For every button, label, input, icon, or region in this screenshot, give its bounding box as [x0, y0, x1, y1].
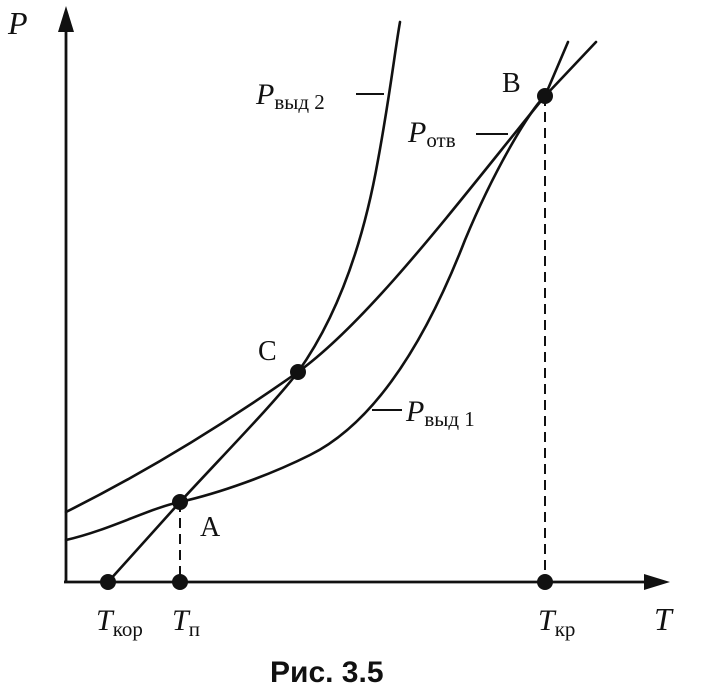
curve-p-otv	[64, 40, 598, 514]
axes: P T	[7, 5, 674, 637]
label-p-vyd-2-sub: выд 2	[274, 90, 324, 114]
tick-t-kor-sub: кор	[113, 617, 143, 641]
tick-t-kr: Tкр	[538, 604, 575, 641]
point-c-label: C	[258, 336, 277, 367]
curve-p-vyd-1	[64, 40, 570, 542]
points: A B C	[100, 68, 553, 590]
label-p-vyd-2-main: P	[255, 78, 274, 111]
x-axis-label: T	[654, 601, 674, 637]
point-t-p	[172, 574, 188, 590]
label-p-otv-main: P	[407, 116, 426, 149]
tick-t-kr-sub: кр	[555, 617, 576, 641]
point-b-label: B	[502, 68, 521, 99]
label-p-vyd-1: Pвыд 1	[405, 395, 475, 431]
point-t-kr	[537, 574, 553, 590]
point-c	[290, 364, 306, 380]
curve-p-vyd-2	[106, 20, 402, 584]
tick-t-p-sub: п	[189, 617, 200, 641]
point-b	[537, 88, 553, 104]
label-p-vyd-1-main: P	[405, 395, 424, 428]
y-axis-arrow	[58, 6, 74, 32]
tick-labels: Tкор Tп Tкр	[96, 604, 575, 641]
label-p-otv-sub: отв	[426, 128, 455, 152]
x-axis-arrow	[644, 574, 670, 590]
point-a	[172, 494, 188, 510]
label-p-otv: Pотв	[407, 116, 456, 152]
tick-t-p: Tп	[172, 604, 200, 641]
curve-labels: Pвыд 2 Pотв Pвыд 1	[255, 78, 508, 431]
point-a-label: A	[200, 512, 221, 543]
figure-caption: Рис. 3.5	[270, 656, 384, 689]
tick-t-p-main: T	[172, 604, 191, 637]
tick-t-kr-main: T	[538, 604, 557, 637]
point-t-kor	[100, 574, 116, 590]
tick-t-kor: Tкор	[96, 604, 143, 641]
tick-t-kor-main: T	[96, 604, 115, 637]
curves	[64, 20, 598, 584]
y-axis-label: P	[7, 5, 28, 41]
label-p-vyd-2: Pвыд 2	[255, 78, 325, 114]
label-p-vyd-1-sub: выд 1	[424, 407, 474, 431]
